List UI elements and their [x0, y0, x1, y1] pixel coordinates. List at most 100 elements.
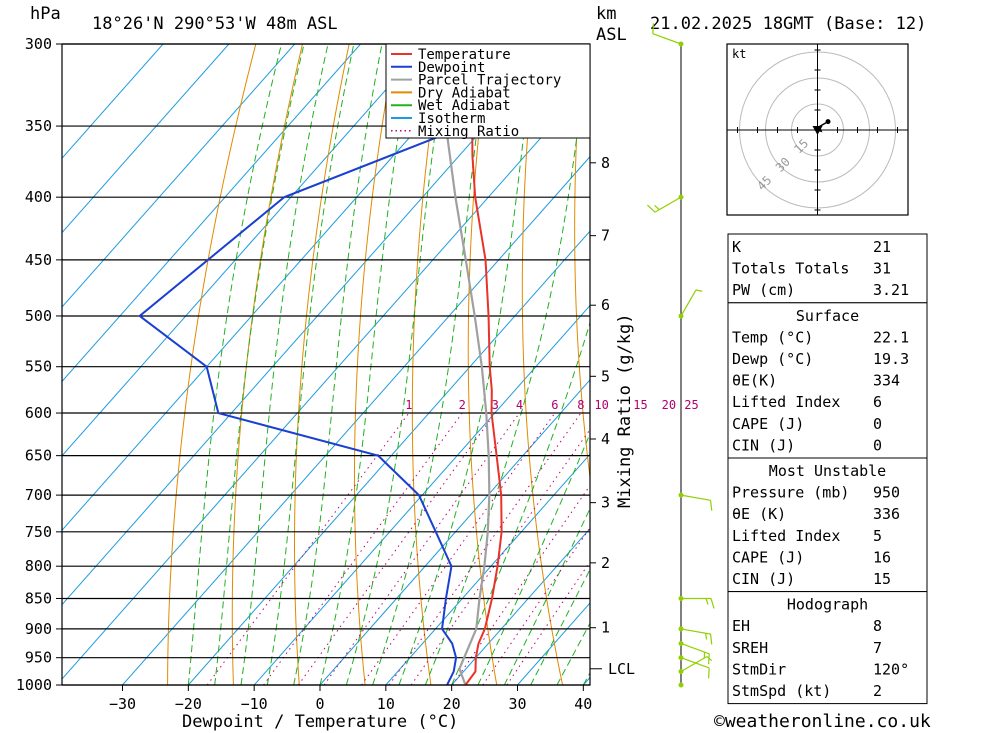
dry-adiabat-line: [956, 44, 1000, 685]
wind-barb-half-flag: [705, 598, 709, 605]
legend-label-dry-adiabat: Dry Adiabat: [418, 85, 511, 101]
index-value: 336: [873, 505, 900, 523]
legend-label-parcel: Parcel Trajectory: [418, 73, 561, 89]
index-label: CIN (J): [732, 570, 795, 588]
pressure-tick-label: 850: [25, 589, 52, 607]
mixing-ratio-label: 1: [405, 398, 412, 412]
pressure-tick-label: 500: [25, 307, 52, 325]
index-value: 0: [873, 415, 882, 433]
wind-barb-flag: [647, 204, 656, 213]
km-tick-label: 1: [601, 619, 610, 637]
mixing-ratio-line: [297, 412, 496, 685]
mixing-ratio-axis-label: Mixing Ratio (g/kg): [615, 314, 635, 508]
mixing-ratio-label: 15: [633, 398, 647, 412]
wet-adiabat-line: [398, 44, 536, 685]
index-label: K: [732, 238, 741, 256]
mixing-ratio-labels: 1 2 3 4 6 8 10 15 20 25: [405, 398, 698, 412]
indices-block-title: Surface: [796, 307, 859, 325]
mixing-ratio-line: [263, 412, 463, 685]
isotherm-line: [451, 527, 590, 685]
isotherm-line: [62, 44, 230, 234]
wind-barb-flag: [709, 634, 713, 645]
mixing-ratio-line: [482, 526, 590, 685]
index-label: Lifted Index: [732, 527, 840, 545]
index-value: 22.1: [873, 328, 909, 346]
isotherm-line: [62, 44, 559, 606]
mixing-ratio-label: 3: [492, 398, 499, 412]
pressure-tick-label: 450: [25, 251, 52, 269]
km-tick-label: 8: [601, 154, 610, 172]
index-value: 2: [873, 682, 882, 700]
pressure-tick-label: 700: [25, 486, 52, 504]
temperature-tick-label: −20: [175, 695, 202, 713]
temperature-tick-label: 20: [443, 695, 461, 713]
wind-profile: [647, 23, 715, 688]
hodograph-unit: kt: [732, 47, 746, 61]
pressure-tick-label: 300: [25, 35, 52, 53]
index-value: 15: [873, 570, 891, 588]
index-value: 8: [873, 617, 882, 635]
datetime-title: 21.02.2025 18GMT (Base: 12): [650, 14, 926, 34]
index-label: θE(K): [732, 372, 777, 390]
indices-block-title: Hodograph: [787, 596, 868, 614]
index-label: Totals Totals: [732, 260, 849, 278]
dry-adiabat-line: [521, 44, 564, 685]
indices-block: [727, 233, 928, 304]
isobars: [56, 43, 590, 686]
mixing-ratio-line: [323, 412, 520, 685]
wet-adiabat-line: [319, 44, 414, 685]
temperature-tick-label: 30: [508, 695, 526, 713]
wind-level-dot: [678, 682, 684, 688]
index-label: Pressure (mb): [732, 484, 849, 502]
pressure-tick-label: 900: [25, 620, 52, 638]
km-tick-label: 7: [601, 227, 610, 245]
index-value: 334: [873, 372, 900, 390]
km-tick-label: 6: [601, 296, 610, 314]
mixing-ratio-label: 10: [594, 398, 608, 412]
index-value: 19.3: [873, 350, 909, 368]
isotherm-line: [62, 44, 296, 308]
isotherm-line: [62, 81, 590, 680]
parcel-trajectory-line: [438, 44, 491, 685]
wind-barb-flag: [709, 500, 713, 511]
mixing-ratio-label: 6: [551, 398, 558, 412]
temperature-tick-labels: −30 −20 −10 0 10 20 30 40: [109, 685, 592, 713]
mixing-ratio-label: 20: [662, 398, 676, 412]
wind-barb-half-flag: [695, 289, 703, 292]
mixing-ratio-line: [452, 484, 590, 685]
legend-label-isotherm: Isotherm: [418, 111, 485, 127]
dry-adiabat-line: [231, 44, 303, 685]
asl-label: ASL: [596, 25, 627, 45]
mixing-ratio-label: 2: [459, 398, 466, 412]
temperature-tick-label: 0: [315, 695, 324, 713]
index-value: 3.21: [873, 281, 909, 299]
index-value: 950: [873, 484, 900, 502]
wet-adiabat-line: [424, 44, 590, 685]
indices-block-title: Most Unstable: [769, 462, 886, 480]
index-label: Lifted Index: [732, 393, 840, 411]
pressure-tick-labels: 300 350 400 450 500 550 600 650 700 750 800 850 900 9…: [16, 35, 52, 694]
temperature-tick-label: 10: [377, 695, 395, 713]
legend-label-mixing-ratio: Mixing Ratio: [418, 124, 519, 140]
wind-barb-staff: [652, 33, 682, 45]
isotherm-line: [385, 453, 590, 685]
wind-barb-staff: [680, 656, 708, 673]
isotherm-line: [62, 44, 164, 159]
pressure-tick-label: 800: [25, 557, 52, 575]
legend-label-dewpoint: Dewpoint: [418, 60, 485, 76]
isotherm-line: [62, 44, 361, 383]
km-tick-label: 2: [601, 554, 610, 572]
wind-barb-half-flag: [706, 656, 713, 662]
temperature-tick-label: −10: [241, 695, 268, 713]
index-label: StmDir: [732, 660, 786, 678]
indices-block: [727, 302, 928, 459]
isotherm-line: [187, 230, 590, 685]
dry-adiabat-line: [625, 44, 694, 685]
watermark: ©weatheronline.co.uk: [714, 711, 931, 732]
mixing-ratio-line: [410, 428, 590, 685]
isotherm-line: [122, 155, 590, 685]
mixing-ratio-line: [361, 412, 556, 685]
index-label: SREH: [732, 639, 768, 657]
legend-label-wet-adiabat: Wet Adiabat: [418, 98, 511, 114]
